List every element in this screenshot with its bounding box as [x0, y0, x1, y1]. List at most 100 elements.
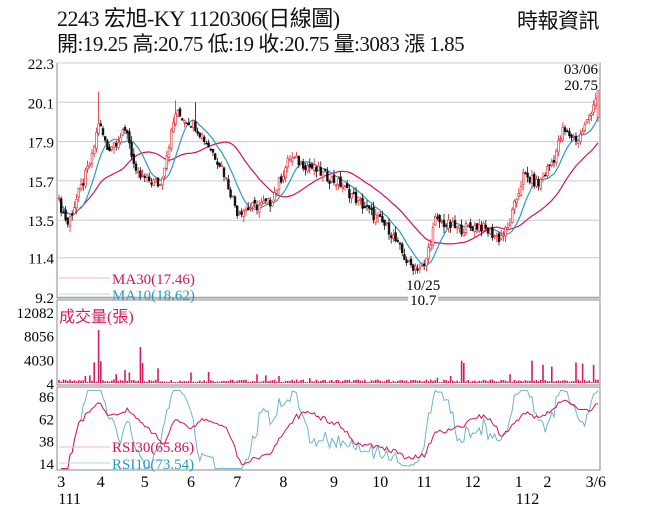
volume-bar — [520, 380, 522, 383]
candle-body — [77, 188, 81, 198]
candle-body — [59, 198, 63, 213]
x-tick-label: 6 — [187, 474, 195, 491]
candle-body — [163, 167, 166, 177]
volume-bar — [102, 380, 104, 383]
volume-bar — [533, 380, 535, 383]
volume-bar — [595, 379, 597, 383]
candle-body — [343, 184, 347, 187]
volume-bar — [551, 366, 553, 383]
volume-bar — [188, 381, 190, 383]
candle-body — [121, 129, 125, 136]
ma30-legend-label: MA30(17.46) — [112, 272, 195, 288]
candle-body — [359, 199, 362, 201]
candle-body — [458, 225, 461, 229]
volume-bar — [106, 381, 109, 383]
candle-body — [482, 222, 485, 232]
volume-bar — [287, 380, 289, 383]
candle-body — [216, 161, 219, 165]
candle-body — [506, 227, 509, 230]
volume-bar — [408, 382, 410, 383]
candle-body — [422, 263, 426, 267]
candle-body — [552, 159, 556, 163]
volume-bar — [225, 381, 227, 383]
candle-body — [196, 131, 199, 134]
volume-bar — [309, 378, 311, 383]
candle-body — [563, 127, 567, 132]
volume-bar — [392, 380, 395, 383]
candle-body — [581, 131, 584, 136]
volume-bar — [445, 380, 447, 383]
volume-bar — [414, 380, 417, 383]
volume-bar — [383, 381, 386, 383]
volume-bar — [568, 381, 571, 383]
volume-bar — [390, 381, 392, 383]
volume-bar — [372, 380, 375, 383]
candle-body — [438, 214, 441, 223]
candle-body — [310, 164, 314, 169]
candle-body — [255, 204, 259, 211]
volume-bar — [397, 380, 399, 383]
volume-bar — [71, 380, 73, 383]
candle-body — [497, 233, 501, 242]
candle-body — [378, 214, 382, 217]
candle-body — [194, 121, 197, 131]
candle-body — [86, 166, 89, 170]
candle-body — [68, 216, 72, 227]
volume-bar — [168, 381, 170, 383]
volume-bar — [537, 381, 540, 383]
volume-bar — [247, 381, 249, 383]
volume-bar — [150, 380, 153, 383]
candle-body — [90, 152, 94, 164]
volume-bar — [570, 381, 573, 383]
volume-bar — [86, 381, 89, 383]
volume-bar — [443, 379, 445, 383]
rsi-tick-label: 14 — [39, 457, 55, 473]
volume-bar — [78, 380, 80, 383]
volume-bar — [427, 381, 430, 383]
candle-body — [495, 235, 498, 238]
volume-tick-label: 8056 — [24, 330, 55, 346]
volume-bar — [181, 381, 183, 383]
volume-bar — [315, 379, 318, 383]
volume-bar — [223, 380, 225, 383]
candle-body — [576, 140, 580, 144]
volume-bar — [229, 379, 232, 383]
candle-body — [257, 204, 261, 213]
candle-body — [95, 132, 98, 149]
volume-bar — [115, 374, 117, 383]
volume-bar — [97, 330, 100, 383]
volume-bar — [573, 381, 575, 383]
volume-bar — [529, 380, 531, 383]
volume-bar — [399, 380, 401, 383]
volume-bar — [489, 379, 491, 383]
candle-body — [181, 118, 184, 121]
candle-body — [260, 201, 263, 206]
volume-bar — [166, 381, 168, 383]
candle-body — [284, 167, 287, 179]
volume-bar — [69, 379, 71, 383]
candle-body — [312, 164, 316, 171]
volume-bar — [353, 380, 355, 383]
volume-bar — [559, 381, 562, 383]
candle-body — [554, 150, 558, 164]
candle-body — [334, 184, 338, 187]
candle-body — [156, 177, 160, 187]
volume-bar — [172, 382, 175, 383]
candle-body — [565, 130, 569, 133]
volume-bar — [93, 362, 95, 383]
rsi30-legend-label: RSI30(65.86) — [112, 440, 194, 456]
volume-bar — [82, 380, 84, 383]
candle-body — [198, 132, 201, 137]
candle-body — [62, 211, 65, 214]
volume-bar — [126, 380, 128, 383]
candle-body — [436, 216, 439, 219]
volume-bar — [432, 380, 434, 383]
price-tick-label: 20.1 — [28, 96, 54, 112]
candle-body — [71, 213, 74, 216]
price-tick-label: 17.9 — [28, 136, 54, 152]
candle-body — [585, 119, 589, 123]
volume-bar — [474, 380, 476, 383]
volume-bar — [273, 379, 276, 383]
candle-body — [176, 110, 179, 117]
candle-body — [418, 267, 421, 270]
